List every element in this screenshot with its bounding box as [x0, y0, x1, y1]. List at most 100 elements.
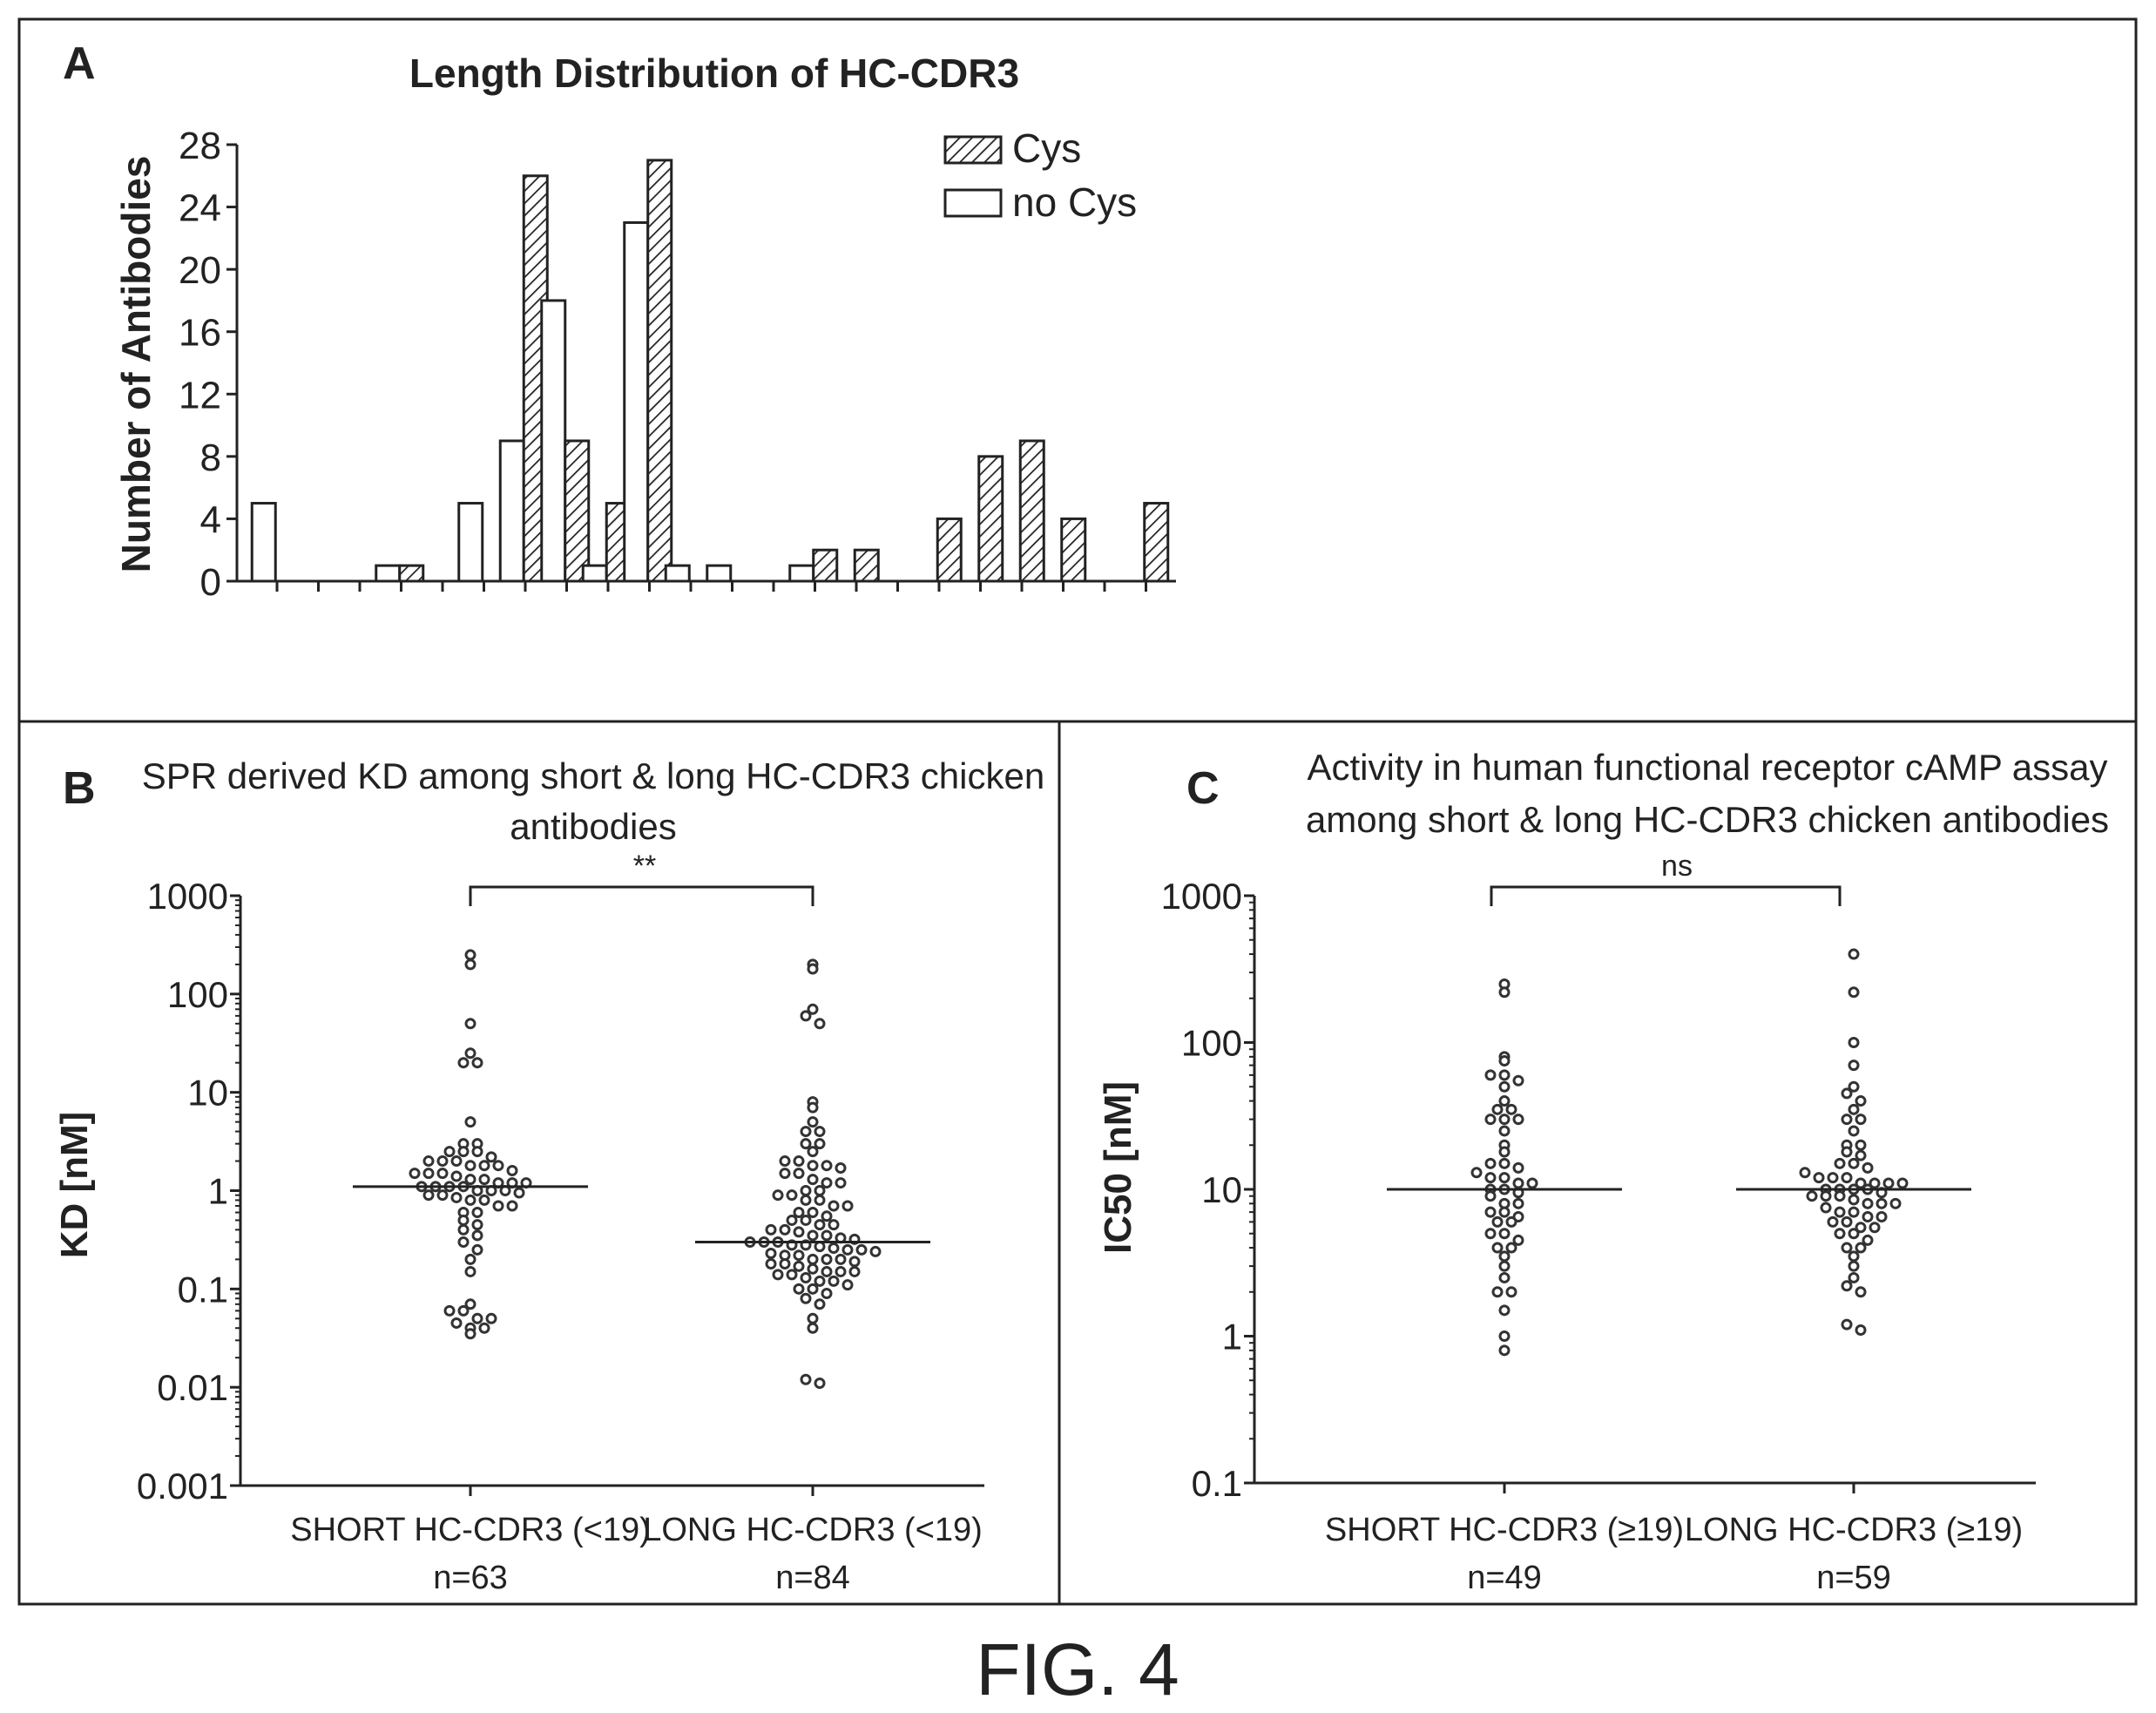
bar-no-cys — [581, 564, 608, 583]
data-point — [1855, 1114, 1867, 1126]
data-point — [835, 1161, 847, 1174]
panel-b-scatter-chart: SPR derived KD among short & long HC-CDR… — [53, 755, 1044, 1596]
data-point — [765, 1248, 777, 1260]
data-point — [1848, 1103, 1860, 1115]
y-tick-label: 10 — [187, 1073, 228, 1114]
data-point — [814, 1219, 826, 1231]
data-point — [464, 1116, 476, 1128]
bar-no-cys — [664, 564, 691, 583]
data-point — [1848, 1271, 1860, 1283]
panel-a-y-tick-label: 12 — [179, 374, 221, 416]
panel-c-significance: ns — [1661, 850, 1693, 883]
data-point — [800, 1138, 812, 1150]
data-point — [1827, 1215, 1839, 1228]
panel-b-y-axis-label: KD [nM] — [53, 1112, 96, 1259]
data-point — [1848, 1037, 1860, 1048]
data-point — [1526, 1177, 1538, 1189]
data-point — [800, 1185, 812, 1196]
data-point — [807, 1146, 819, 1158]
data-point — [821, 1287, 833, 1299]
data-point — [464, 1160, 476, 1172]
panel-a-title: Length Distribution of HC-CDR3 — [409, 51, 1019, 96]
data-point — [464, 1047, 476, 1060]
bar-no-cys — [706, 564, 733, 583]
data-point — [821, 1210, 833, 1222]
data-point — [457, 1146, 470, 1158]
data-point — [1862, 1197, 1874, 1209]
bar-no-cys — [375, 564, 402, 583]
data-point — [1484, 1206, 1497, 1218]
significance-bracket — [469, 885, 814, 906]
data-point — [807, 1229, 819, 1242]
data-point — [1505, 1242, 1517, 1254]
data-point — [1498, 1228, 1511, 1240]
data-point — [1848, 1250, 1860, 1263]
data-point — [450, 1191, 463, 1203]
bar-cys — [1018, 439, 1045, 583]
data-point — [786, 1269, 798, 1281]
y-tick-label: 100 — [167, 974, 228, 1015]
data-point — [471, 1243, 483, 1256]
data-point — [1848, 948, 1860, 960]
panel-c-group-1-n: n=49 — [1467, 1560, 1542, 1596]
data-point — [1512, 1234, 1524, 1246]
data-point — [800, 1126, 812, 1138]
data-point — [1484, 1157, 1497, 1169]
data-point — [1498, 1069, 1511, 1081]
data-point — [1869, 1177, 1881, 1189]
data-point — [1820, 1190, 1832, 1202]
data-point — [1841, 1242, 1853, 1254]
data-point — [1869, 1222, 1881, 1234]
data-point — [1498, 1330, 1511, 1342]
data-point — [471, 1207, 483, 1219]
data-point — [1834, 1228, 1846, 1240]
bar-cys — [936, 517, 963, 583]
data-point — [841, 1200, 854, 1212]
panel-c-group-2-label: LONG HC-CDR3 (≥19) — [1685, 1512, 2023, 1548]
data-point — [422, 1189, 435, 1202]
y-tick-label: 0.001 — [137, 1466, 228, 1506]
data-point — [485, 1312, 497, 1324]
data-point — [821, 1177, 833, 1189]
data-point — [779, 1155, 791, 1168]
data-point — [807, 1116, 819, 1128]
data-point — [807, 1101, 819, 1114]
data-point — [835, 1265, 847, 1277]
legend-swatch-no-cys — [943, 188, 1003, 218]
data-point — [443, 1304, 456, 1317]
data-point — [814, 1126, 826, 1138]
data-point — [848, 1256, 861, 1268]
data-point — [793, 1260, 805, 1272]
significance-bracket — [1490, 885, 1842, 906]
data-point — [1512, 1161, 1524, 1174]
data-point — [800, 1010, 812, 1022]
data-point — [828, 1242, 840, 1255]
data-point — [436, 1189, 449, 1202]
panel-a-bar-chart: Length Distribution of HC-CDR3 Number of… — [113, 51, 1176, 604]
panel-c-y-axis-label: IC50 [nM] — [1097, 1081, 1139, 1254]
panel-letter-c: C — [1186, 763, 1220, 814]
data-point — [478, 1322, 490, 1334]
panel-a-y-tick-label: 24 — [179, 187, 221, 230]
data-point — [807, 1263, 819, 1275]
data-point — [772, 1189, 784, 1202]
data-point — [807, 1253, 819, 1265]
data-point — [478, 1174, 490, 1186]
data-point — [1491, 1242, 1504, 1254]
data-point — [835, 1177, 847, 1189]
y-tick-label: 0.1 — [178, 1269, 228, 1310]
data-point — [786, 1189, 798, 1202]
data-point — [1498, 1125, 1511, 1137]
bar-no-cys — [498, 439, 525, 583]
data-point — [1848, 1228, 1860, 1240]
data-point — [464, 1265, 476, 1277]
data-point — [1484, 1172, 1497, 1184]
panel-b-group-1-n: n=63 — [433, 1560, 508, 1596]
bar-cys — [1060, 517, 1087, 583]
data-point — [457, 1304, 470, 1317]
panel-a-y-tick-label: 20 — [179, 249, 221, 292]
data-point — [1848, 1206, 1860, 1218]
data-point — [1498, 1344, 1511, 1357]
panel-b-title-line-2: antibodies — [510, 806, 676, 847]
